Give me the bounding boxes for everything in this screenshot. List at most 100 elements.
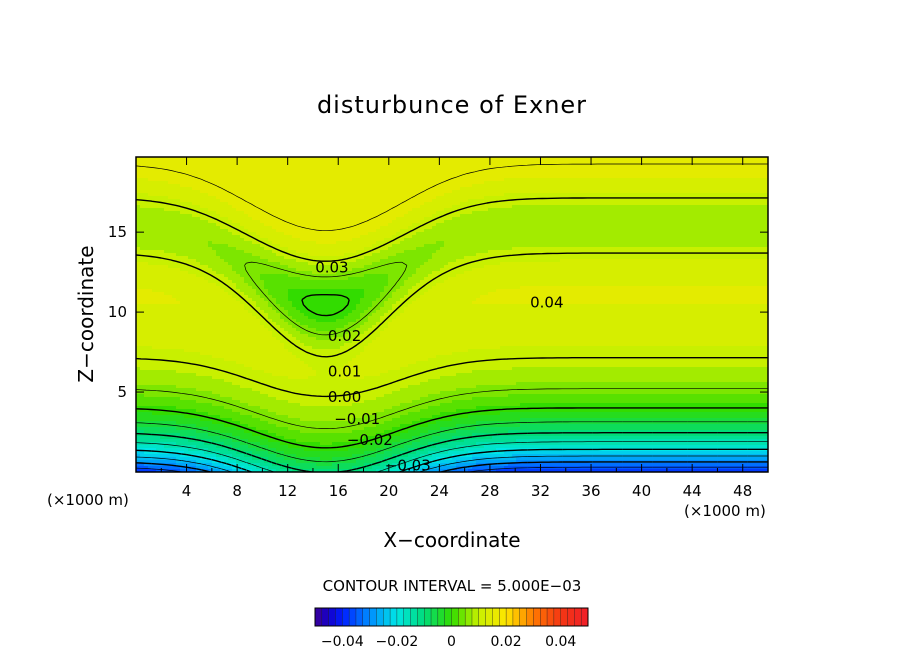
field-cell bbox=[628, 199, 633, 203]
field-cell bbox=[760, 163, 765, 167]
field-cell bbox=[244, 160, 249, 164]
field-cell bbox=[704, 175, 709, 179]
field-cell bbox=[576, 184, 581, 188]
field-cell bbox=[376, 199, 381, 203]
field-cell bbox=[328, 163, 333, 167]
field-cell bbox=[584, 160, 589, 164]
field-cell bbox=[460, 169, 465, 173]
field-cell bbox=[644, 166, 649, 170]
field-cell bbox=[192, 178, 197, 182]
field-cell bbox=[248, 157, 253, 161]
field-cell bbox=[340, 169, 345, 173]
field-cell bbox=[304, 175, 309, 179]
field-cell bbox=[620, 190, 625, 194]
field-cell bbox=[188, 190, 193, 194]
field-cell bbox=[560, 178, 565, 182]
field-cell bbox=[148, 160, 153, 164]
field-cell bbox=[184, 184, 189, 188]
field-cell bbox=[152, 199, 157, 203]
field-cell bbox=[552, 181, 557, 185]
field-cell bbox=[412, 166, 417, 170]
field-cell bbox=[704, 181, 709, 185]
field-cell bbox=[576, 163, 581, 167]
field-cell bbox=[404, 181, 409, 185]
field-cell bbox=[224, 169, 229, 173]
field-cell bbox=[604, 169, 609, 173]
field-cell bbox=[148, 184, 153, 188]
field-cell bbox=[476, 184, 481, 188]
field-cell bbox=[188, 193, 193, 197]
field-cell bbox=[368, 190, 373, 194]
field-cell bbox=[312, 187, 317, 191]
field-cell bbox=[756, 202, 761, 206]
field-cell bbox=[520, 178, 525, 182]
field-cell bbox=[652, 199, 657, 203]
field-cell bbox=[348, 199, 353, 203]
field-cell bbox=[532, 181, 537, 185]
field-cell bbox=[744, 199, 749, 203]
field-cell bbox=[480, 160, 485, 164]
field-cell bbox=[764, 166, 768, 170]
field-cell bbox=[536, 169, 541, 173]
field-cell bbox=[276, 184, 281, 188]
field-cell bbox=[668, 178, 673, 182]
field-cell bbox=[284, 202, 289, 206]
field-cell bbox=[348, 166, 353, 170]
field-cell bbox=[608, 163, 613, 167]
field-cell bbox=[756, 172, 761, 176]
field-cell bbox=[624, 190, 629, 194]
field-cell bbox=[428, 181, 433, 185]
field-cell bbox=[152, 178, 157, 182]
field-cell bbox=[156, 166, 161, 170]
field-cell bbox=[584, 184, 589, 188]
field-cell bbox=[652, 163, 657, 167]
field-cell bbox=[296, 160, 301, 164]
field-cell bbox=[640, 172, 645, 176]
field-cell bbox=[176, 199, 181, 203]
field-cell bbox=[612, 178, 617, 182]
field-cell bbox=[376, 169, 381, 173]
field-cell bbox=[356, 190, 361, 194]
field-cell bbox=[636, 172, 641, 176]
field-cell bbox=[556, 166, 561, 170]
field-cell bbox=[560, 181, 565, 185]
field-cell bbox=[520, 172, 525, 176]
field-cell bbox=[612, 157, 617, 161]
field-cell bbox=[648, 184, 653, 188]
field-cell bbox=[716, 202, 721, 206]
field-cell bbox=[208, 172, 213, 176]
field-cell bbox=[500, 160, 505, 164]
field-cell bbox=[748, 175, 753, 179]
field-cell bbox=[172, 169, 177, 173]
field-cell bbox=[204, 166, 209, 170]
field-cell bbox=[628, 166, 633, 170]
field-cell bbox=[636, 175, 641, 179]
field-cell bbox=[220, 172, 225, 176]
field-cell bbox=[160, 160, 165, 164]
field-cell bbox=[172, 199, 177, 203]
field-cell bbox=[152, 193, 157, 197]
field-cell bbox=[688, 166, 693, 170]
field-cell bbox=[700, 169, 705, 173]
field-cell bbox=[140, 178, 145, 182]
field-cell bbox=[472, 178, 477, 182]
field-cell bbox=[664, 181, 669, 185]
field-cell bbox=[640, 178, 645, 182]
field-cell bbox=[432, 169, 437, 173]
field-cell bbox=[588, 184, 593, 188]
field-cell bbox=[396, 187, 401, 191]
field-cell bbox=[344, 178, 349, 182]
field-cell bbox=[752, 160, 757, 164]
field-cell bbox=[244, 187, 249, 191]
field-cell bbox=[228, 178, 233, 182]
field-cell bbox=[140, 163, 145, 167]
field-cell bbox=[748, 163, 753, 167]
field-cell bbox=[632, 199, 637, 203]
field-cell bbox=[264, 172, 269, 176]
field-cell bbox=[160, 166, 165, 170]
field-cell bbox=[172, 202, 177, 206]
field-cell bbox=[172, 190, 177, 194]
field-cell bbox=[552, 199, 557, 203]
field-cell bbox=[376, 160, 381, 164]
